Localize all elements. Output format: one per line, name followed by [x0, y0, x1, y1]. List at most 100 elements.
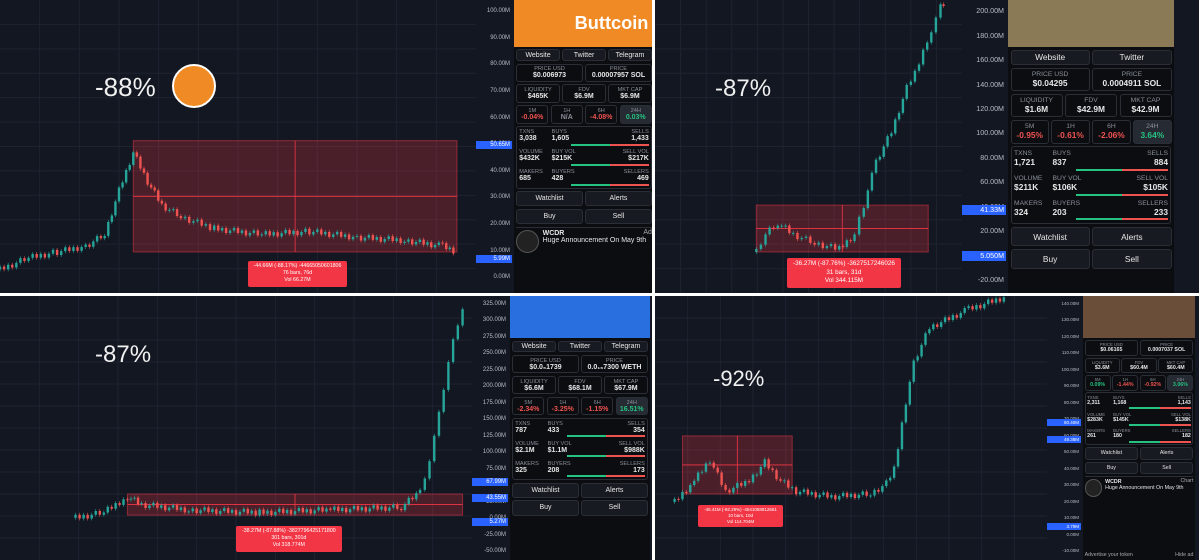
candle	[64, 247, 67, 252]
candle	[23, 258, 26, 262]
candle	[804, 236, 808, 238]
price-tag: 3.79M	[1047, 523, 1081, 531]
change-cell: 6H -0.92%	[1139, 375, 1166, 391]
candle	[990, 299, 994, 303]
candle	[332, 234, 335, 237]
candle	[371, 235, 375, 240]
candle	[830, 495, 833, 498]
activity-cell: TXNS 2,311	[1087, 395, 1113, 406]
link-button[interactable]: Website	[516, 49, 560, 62]
label: BUY VOL	[547, 440, 572, 447]
candle	[788, 225, 791, 233]
action-button[interactable]: Buy	[512, 500, 579, 516]
candle	[685, 491, 688, 493]
link-button[interactable]: Twitter	[562, 49, 606, 62]
action-button[interactable]: Watchlist	[1084, 446, 1139, 460]
label: SELL VOL	[622, 149, 649, 156]
action-button[interactable]: Sell	[1139, 461, 1194, 475]
ad-tag: Ad	[643, 229, 652, 237]
candle	[441, 242, 444, 244]
label: SELL VOL	[1171, 411, 1191, 417]
link-button[interactable]: Telegram	[604, 340, 648, 353]
token-panel: Website Twitter PRICE USD $0.04295 PRICE 0.00…	[1008, 0, 1174, 293]
action-button[interactable]: Buy	[1084, 461, 1139, 475]
candle	[772, 227, 775, 229]
ad-name: WCDR	[542, 230, 565, 238]
price-tag: 5.99M	[476, 254, 512, 263]
candle	[0, 266, 2, 270]
candle	[451, 339, 455, 362]
label: PRICE	[1160, 342, 1174, 348]
activity-cell: VOLUME $2.1M	[515, 441, 547, 454]
candle	[215, 509, 218, 514]
price-cell: PRICE 0.0004911 SOL	[1092, 68, 1172, 92]
stat-row: LIQUIDITY $3.6M FDV $60.4M MKT CAP $60.4M	[1084, 357, 1194, 374]
candle	[19, 258, 22, 263]
price-row: PRICE USD $0.006973 PRICE 0.00007957 SOL	[516, 63, 652, 83]
label: 6H	[1150, 377, 1156, 383]
candle	[716, 467, 719, 473]
price-tag: 5.27M	[472, 517, 508, 526]
candle	[363, 237, 367, 241]
footer-link[interactable]: Hide ad	[1175, 552, 1194, 559]
candle	[293, 511, 297, 515]
candle	[376, 505, 379, 510]
link-button[interactable]: Telegram	[608, 49, 652, 62]
action-button[interactable]: Sell	[1092, 249, 1172, 269]
candle	[395, 238, 398, 242]
candle	[387, 236, 390, 240]
action-button[interactable]: Alerts	[1139, 446, 1194, 460]
action-button[interactable]: Alerts	[585, 191, 652, 207]
candle	[951, 315, 955, 320]
link-button[interactable]: Website	[512, 340, 556, 353]
footer-link[interactable]: Advertise your token	[1084, 552, 1133, 559]
candle	[932, 324, 935, 330]
action-button[interactable]: Sell	[585, 208, 652, 225]
candle	[798, 491, 802, 495]
value: $2.1M	[515, 446, 535, 454]
candle	[236, 227, 240, 233]
candle	[308, 228, 311, 235]
candle	[771, 468, 774, 471]
label: 5M	[524, 399, 533, 406]
value: -1.15%	[586, 405, 609, 413]
value: -0.92%	[1144, 382, 1162, 389]
axis-label: 30.00M	[1063, 482, 1079, 488]
value: $145K	[1113, 416, 1129, 423]
activity-cell: BUYS 433	[548, 421, 597, 434]
price-cell: PRICE USD $0.006973	[516, 63, 583, 83]
candle	[904, 404, 908, 423]
stat-cell: MKT CAP $60.4M	[1158, 357, 1194, 374]
candle	[908, 381, 911, 405]
link-button[interactable]: Twitter	[558, 340, 602, 353]
candle	[407, 497, 410, 505]
link-button[interactable]: Twitter	[1092, 49, 1172, 66]
action-button[interactable]: Watchlist	[512, 482, 579, 498]
action-button[interactable]: Buy	[1010, 249, 1090, 269]
action-button[interactable]: Sell	[581, 500, 648, 516]
action-button[interactable]: Alerts	[1092, 226, 1172, 247]
label: LIQUIDITY	[1091, 359, 1113, 365]
axis-label: 20.00M	[980, 227, 1004, 236]
activity-box: TXNS 787 BUYS 433 SELLS 354 VOLUME $2.1M BUY VOL…	[512, 417, 648, 481]
axis-label: 60.00M	[490, 114, 510, 121]
price-cell: PRICE 0.0₁₆7300 WETH	[581, 354, 648, 374]
value: $138K	[1175, 416, 1191, 423]
measure-text: 31 bars, 31d	[826, 268, 862, 276]
link-button[interactable]: Website	[1010, 49, 1090, 66]
action-button[interactable]: Buy	[516, 208, 583, 225]
candle	[845, 492, 849, 498]
candle	[796, 232, 799, 240]
value: 0.09%	[1090, 382, 1106, 389]
candle	[352, 505, 356, 510]
measure-label: -44.66M (-88.17%) -44665050601806 76 bars…	[247, 260, 348, 287]
candle	[934, 17, 938, 33]
candle	[403, 504, 407, 511]
action-button[interactable]: Alerts	[581, 482, 648, 498]
action-button[interactable]: Watchlist	[516, 191, 583, 207]
action-button[interactable]: Watchlist	[1010, 226, 1090, 247]
candle	[2, 266, 6, 270]
candle	[423, 478, 426, 490]
candle	[337, 506, 340, 512]
candle	[930, 32, 933, 43]
